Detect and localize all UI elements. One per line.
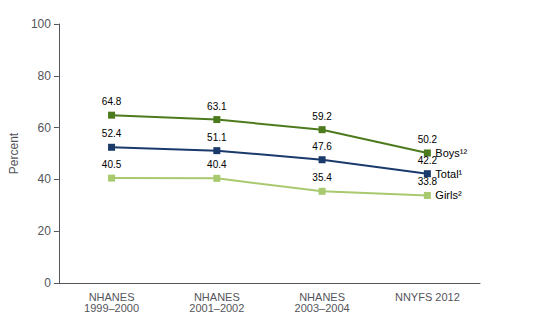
svg-text:80: 80 xyxy=(38,69,52,83)
svg-text:63.1: 63.1 xyxy=(207,101,227,112)
svg-text:Percent: Percent xyxy=(7,132,21,174)
svg-text:47.6: 47.6 xyxy=(312,141,332,152)
svg-text:Total¹: Total¹ xyxy=(435,168,462,180)
svg-text:35.4: 35.4 xyxy=(312,172,332,183)
svg-text:NNYFS 2012: NNYFS 2012 xyxy=(395,291,460,303)
svg-text:60: 60 xyxy=(38,121,52,135)
svg-text:20: 20 xyxy=(38,224,52,238)
svg-text:40: 40 xyxy=(38,172,52,186)
svg-text:Girls²: Girls² xyxy=(435,189,462,201)
svg-text:59.2: 59.2 xyxy=(312,111,332,122)
svg-text:0: 0 xyxy=(44,276,51,290)
svg-text:NHANES: NHANES xyxy=(299,290,345,303)
svg-text:40.4: 40.4 xyxy=(207,159,227,170)
svg-text:NHANES: NHANES xyxy=(193,290,240,303)
svg-text:64.8: 64.8 xyxy=(102,96,122,107)
svg-text:2001–2002: 2001–2002 xyxy=(189,302,244,314)
svg-text:2003–2004: 2003–2004 xyxy=(295,302,350,314)
svg-text:33.8: 33.8 xyxy=(418,176,438,187)
svg-text:Boys¹²: Boys¹² xyxy=(435,147,467,159)
svg-text:42.2: 42.2 xyxy=(418,155,438,166)
svg-text:52.4: 52.4 xyxy=(102,128,122,139)
svg-text:1999–2000: 1999–2000 xyxy=(84,302,139,314)
svg-text:50.2: 50.2 xyxy=(418,134,438,145)
svg-text:NHANES: NHANES xyxy=(88,290,135,303)
svg-text:51.1: 51.1 xyxy=(207,132,227,143)
svg-text:40.5: 40.5 xyxy=(102,159,122,170)
svg-text:100: 100 xyxy=(31,17,51,31)
